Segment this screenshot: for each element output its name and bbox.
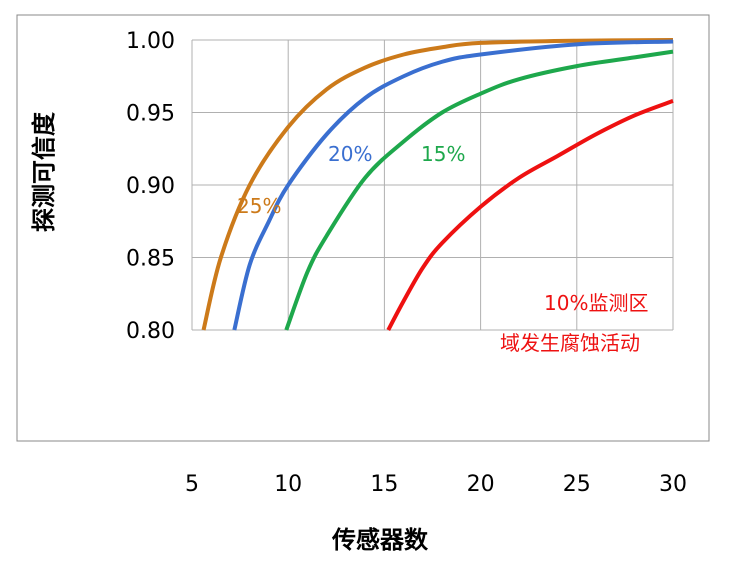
x-tick-label: 30 [659, 472, 687, 497]
x-tick-label: 20 [467, 472, 495, 497]
series-line-3 [386, 99, 674, 331]
y-tick-label: 0.90 [126, 174, 175, 199]
x-axis-title: 传感器数 [331, 526, 429, 554]
chart-frame [16, 14, 710, 442]
x-tick-label: 15 [370, 472, 398, 497]
y-tick-labels: 0.80 0.85 0.90 0.95 1.00 [126, 29, 175, 344]
x-tick-label: 10 [274, 472, 302, 497]
y-tick-label: 0.95 [126, 102, 175, 127]
x-tick-label: 25 [563, 472, 591, 497]
gridlines [191, 39, 674, 331]
y-tick-label: 1.00 [126, 29, 175, 54]
series-label-25: 25% [237, 194, 281, 218]
y-tick-label: 0.85 [126, 247, 175, 272]
note-line-1: 10%监测区 [544, 291, 648, 315]
x-tick-label: 5 [185, 472, 199, 497]
series-line-1 [232, 39, 674, 331]
y-axis-title: 探测可信度 [30, 111, 58, 232]
series-label-15: 15% [421, 142, 465, 166]
series-line-0 [201, 38, 674, 331]
note-line-2: 域发生腐蚀活动 [500, 331, 640, 355]
y-tick-label: 0.80 [126, 319, 175, 344]
series-label-20: 20% [328, 142, 372, 166]
series-line-2 [284, 49, 674, 331]
series-layer [201, 38, 674, 331]
x-tick-labels: 5 10 15 20 25 30 [185, 472, 687, 497]
